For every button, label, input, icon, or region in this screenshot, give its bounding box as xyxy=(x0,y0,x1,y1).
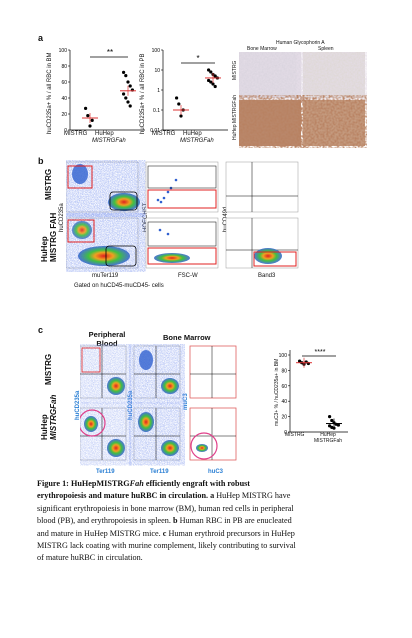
chart2-cat2: HuHep xyxy=(183,131,202,137)
flow-b-huhep-3 xyxy=(226,218,298,268)
b-xlabel-fscw: FSC-W xyxy=(178,273,198,279)
caption-line-4: and mature in HuHep MISTRG mice. c Human… xyxy=(37,528,377,540)
chart1-cat2: HuHep xyxy=(95,131,114,137)
c-chart-ylabel: muC3+ % / huCD235a+ in BM xyxy=(274,359,280,426)
panel-label-b: b xyxy=(38,156,44,166)
b-xlabel-band3: Band3 xyxy=(258,273,275,279)
b-row-huhep: HuHep xyxy=(40,236,49,262)
c-xlabel-1: Ter119 xyxy=(96,469,115,475)
y-tick-label: 0.1 xyxy=(153,108,160,114)
chart2-cat1: MISTRG xyxy=(152,131,175,137)
caption-line-3: blood (PB), and erythropoiesis in spleen… xyxy=(37,515,377,527)
data-point xyxy=(91,119,94,122)
flow-c-bm-huhep-2 xyxy=(190,408,236,460)
chart1-cat1: MISTRG xyxy=(64,131,87,137)
data-point xyxy=(124,74,127,77)
chart-pb-huCD235a: 100 10 1 0.1 0.01 * xyxy=(150,48,228,134)
flow-b-huhep-1 xyxy=(66,218,138,268)
data-point xyxy=(177,102,180,105)
caption-title: Figure 1: HuHepMISTRGFah efficiently eng… xyxy=(37,478,377,490)
c-xlabel-3: huC3 xyxy=(208,469,223,475)
histology-images xyxy=(239,52,367,148)
b-xlabel-ter119: muTer119 xyxy=(92,273,118,279)
chart1-ylabel: huCD235a+ % / all RBC in BM xyxy=(47,52,53,134)
y-tick-label: 10 xyxy=(154,68,160,74)
flow-b-mistrg-1 xyxy=(66,162,140,212)
flow-c-bm-mistrg-2 xyxy=(190,346,236,398)
caption-line-6: of mature huRBC in circulation. xyxy=(37,552,377,564)
chart1-cat3: MISTRGFah xyxy=(92,138,126,144)
panel-b-flow-plots xyxy=(66,160,366,272)
flow-c-bm-huhep-1 xyxy=(134,408,180,460)
b-gating-note: Gated on huCD45-muCD45- cells xyxy=(74,283,164,289)
data-point xyxy=(84,107,87,110)
y-tick-label: 40 xyxy=(61,96,67,102)
y-tick-label: 100 xyxy=(152,48,161,54)
chart2-cat3: MISTRGFah xyxy=(180,138,214,144)
c-chart-cat2: HuHep MISTRGFah xyxy=(313,432,343,444)
y-tick-label: 20 xyxy=(61,112,67,118)
histology-row-mistrg: MISTRG xyxy=(232,61,238,80)
b-ylabel-cd235a: huCD235a xyxy=(59,203,65,232)
caption-line-1: erythropoiesis and mature huRBC in circu… xyxy=(37,490,377,502)
panel-c-flow-plots xyxy=(80,344,242,468)
caption-line-2: significant erythropoiesis in bone marro… xyxy=(37,503,377,515)
data-point xyxy=(328,415,331,418)
y-tick-label: 40 xyxy=(281,399,287,405)
data-point xyxy=(209,70,212,73)
figure-caption: Figure 1: HuHepMISTRGFah efficiently eng… xyxy=(37,478,377,565)
flow-b-mistrg-3 xyxy=(226,162,298,212)
data-point xyxy=(126,80,129,83)
data-point xyxy=(86,114,89,117)
significance-label: **** xyxy=(315,349,326,356)
y-tick-label: 1 xyxy=(157,88,160,94)
significance-label: ** xyxy=(107,48,113,57)
b-row-mistrgfah: MISTRG FAH xyxy=(49,213,58,262)
data-point xyxy=(330,419,333,422)
caption-line-5: MISTRG lack coating with murine compleme… xyxy=(37,540,377,552)
c-xlabel-2: Ter119 xyxy=(150,469,169,475)
data-point xyxy=(122,71,125,74)
significance-label: * xyxy=(196,54,199,63)
histology-row-huhep: HuHep MISTRGFah xyxy=(232,95,238,140)
y-tick-label: 60 xyxy=(281,384,287,390)
panel-label-c: c xyxy=(38,325,43,335)
data-point xyxy=(214,85,217,88)
data-point xyxy=(122,92,125,95)
c-row-huhep: HuHep xyxy=(40,414,49,440)
y-tick-label: 80 xyxy=(281,368,287,374)
data-point xyxy=(129,84,132,87)
flow-c-pb-huhep xyxy=(80,408,126,460)
chart2-ylabel: huCD235a+ % / all RBC in PB xyxy=(140,53,146,134)
data-point xyxy=(126,100,129,103)
flow-b-mistrg-2 xyxy=(146,162,218,212)
chart-bm-huCD235a: 100 80 60 40 20 0 ** xyxy=(59,48,145,134)
c-row-mistrgfah: MISTRGFah xyxy=(49,395,58,440)
flow-b-huhep-2 xyxy=(146,218,218,268)
data-point xyxy=(124,96,127,99)
c-header-bm: Bone Marrow xyxy=(163,333,211,342)
data-point xyxy=(88,124,91,127)
data-point xyxy=(175,96,178,99)
y-tick-label: 20 xyxy=(281,415,287,421)
b-row-mistrg: MISTRG xyxy=(44,169,53,200)
data-point xyxy=(129,104,132,107)
y-tick-label: 80 xyxy=(61,64,67,70)
y-tick-label: 60 xyxy=(61,80,67,86)
flow-c-pb-mistrg xyxy=(80,346,126,398)
c-row-mistrg: MISTRG xyxy=(44,354,53,385)
y-tick-label: 100 xyxy=(59,48,68,54)
flow-c-bm-mistrg-1 xyxy=(134,346,180,398)
c-chart-cat1: MISTRG xyxy=(285,432,304,438)
